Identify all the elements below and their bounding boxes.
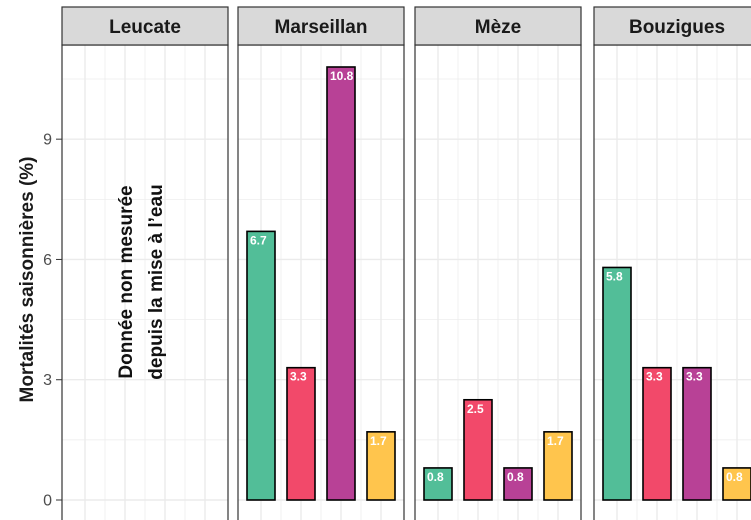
facet-strip-label-1: Leucate xyxy=(109,17,181,38)
bar-2-1 xyxy=(246,230,276,501)
y-tick-label-3: 3 xyxy=(43,372,52,389)
bar-label-3-2: 2.5 xyxy=(467,402,484,416)
bar-3-3 xyxy=(503,467,533,501)
facet-strip-label-4: Bouzigues xyxy=(629,17,725,38)
bar-label-3-3: 0.8 xyxy=(507,470,524,484)
bar-3-1 xyxy=(423,467,453,501)
bar-4-2 xyxy=(642,366,672,501)
bar-label-2-4: 1.7 xyxy=(370,434,387,448)
bar-3-4 xyxy=(543,431,573,501)
bar-label-4-4: 0.8 xyxy=(726,470,743,484)
bar-4-1 xyxy=(602,266,632,501)
facet-strip-1 xyxy=(61,6,229,46)
bar-2-2 xyxy=(286,366,316,501)
facet-strip-3 xyxy=(414,6,582,46)
bar-label-2-3: 10.8 xyxy=(330,69,354,83)
bar-2-3 xyxy=(326,66,356,501)
bar-label-3-1: 0.8 xyxy=(427,470,444,484)
bar-label-4-2: 3.3 xyxy=(646,370,663,384)
bar-label-4-1: 5.8 xyxy=(606,269,623,283)
bar-2-4 xyxy=(366,431,396,501)
facet-strip-2 xyxy=(237,6,405,46)
bar-4-4 xyxy=(722,467,751,501)
bar-3-2 xyxy=(463,398,493,501)
panel-note-line-2: depuis la mise à l’eau xyxy=(146,184,167,379)
panel-note-line-1: Donnée non mesurée xyxy=(116,185,137,378)
bar-label-2-2: 3.3 xyxy=(290,370,307,384)
facet-strip-label-3: Mèze xyxy=(475,17,521,38)
bar-label-3-4: 1.7 xyxy=(547,434,564,448)
bar-4-3 xyxy=(682,366,712,501)
y-tick-label-9: 9 xyxy=(43,132,52,149)
y-tick-label-0: 0 xyxy=(43,493,52,510)
y-axis-title: Mortalités saisonnières (%) xyxy=(17,156,38,402)
facet-strip-label-2: Marseillan xyxy=(275,17,368,38)
bar-label-2-1: 6.7 xyxy=(250,233,267,247)
facet-strip-4 xyxy=(593,6,751,46)
bar-label-4-3: 3.3 xyxy=(686,370,703,384)
y-tick-label-6: 6 xyxy=(43,252,52,269)
